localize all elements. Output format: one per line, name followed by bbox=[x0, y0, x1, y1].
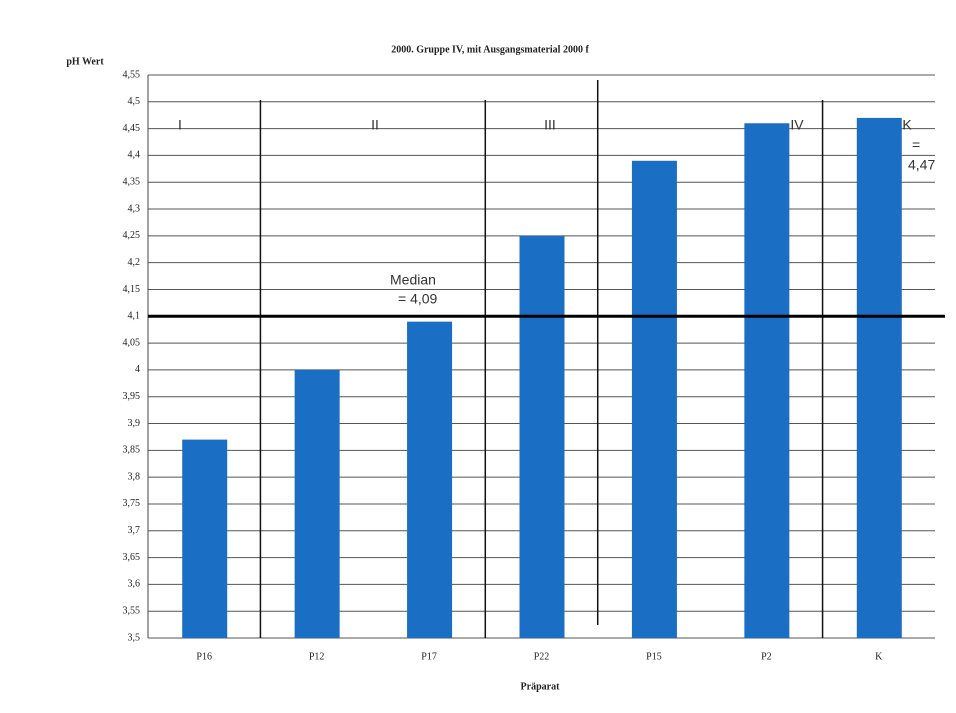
x-tick-label: P17 bbox=[421, 651, 437, 662]
x-tick-label: P22 bbox=[534, 651, 550, 662]
group-label: K bbox=[902, 117, 912, 133]
y-tick-label: 4,4 bbox=[128, 150, 141, 161]
y-tick-label: 3,9 bbox=[128, 418, 141, 429]
x-tick-label: K bbox=[875, 651, 883, 662]
y-axis-title: pH Wert bbox=[66, 56, 104, 67]
annotation: Median bbox=[390, 272, 436, 288]
y-tick-label: 4,55 bbox=[123, 69, 141, 80]
x-axis-title: Präparat bbox=[521, 681, 561, 692]
bar bbox=[856, 117, 902, 638]
y-tick-label: 3,55 bbox=[123, 605, 141, 616]
y-tick-label: 4,1 bbox=[128, 311, 141, 322]
group-label: I bbox=[178, 117, 182, 133]
y-tick-label: 3,85 bbox=[123, 445, 141, 456]
y-tick-label: 3,7 bbox=[128, 525, 141, 536]
group-label: II bbox=[371, 117, 379, 133]
y-tick-label: 3,8 bbox=[128, 471, 141, 482]
annotation: 4,47 bbox=[908, 157, 935, 173]
y-tick-label: 4,3 bbox=[128, 203, 141, 214]
annotation: = bbox=[912, 137, 920, 153]
group-label: III bbox=[544, 117, 556, 133]
y-tick-label: 3,95 bbox=[123, 391, 141, 402]
bar bbox=[744, 123, 790, 638]
x-tick-label: P16 bbox=[196, 651, 212, 662]
group-label: IV bbox=[790, 117, 804, 133]
y-tick-label: 3,5 bbox=[128, 632, 141, 643]
y-tick-label: 4,25 bbox=[123, 230, 141, 241]
x-tick-label: P12 bbox=[309, 651, 325, 662]
y-tick-label: 4,35 bbox=[123, 177, 141, 188]
bar bbox=[182, 439, 228, 638]
x-tick-label: P2 bbox=[761, 651, 772, 662]
y-tick-label: 4 bbox=[135, 364, 140, 375]
y-tick-label: 4,15 bbox=[123, 284, 141, 295]
chart-title: 2000. Gruppe IV, mit Ausgangsmaterial 20… bbox=[391, 44, 589, 55]
y-tick-label: 3,6 bbox=[128, 579, 141, 590]
y-tick-label: 4,5 bbox=[128, 96, 141, 107]
annotation: = 4,09 bbox=[398, 291, 438, 307]
y-tick-label: 3,65 bbox=[123, 552, 141, 563]
bar bbox=[294, 369, 340, 638]
y-tick-label: 4,2 bbox=[128, 257, 141, 268]
bar bbox=[407, 321, 453, 638]
x-tick-label: P15 bbox=[646, 651, 662, 662]
y-tick-label: 4,05 bbox=[123, 337, 141, 348]
bar bbox=[631, 160, 677, 639]
bar bbox=[519, 235, 565, 638]
y-tick-label: 4,45 bbox=[123, 123, 141, 134]
y-tick-label: 3,75 bbox=[123, 498, 141, 509]
